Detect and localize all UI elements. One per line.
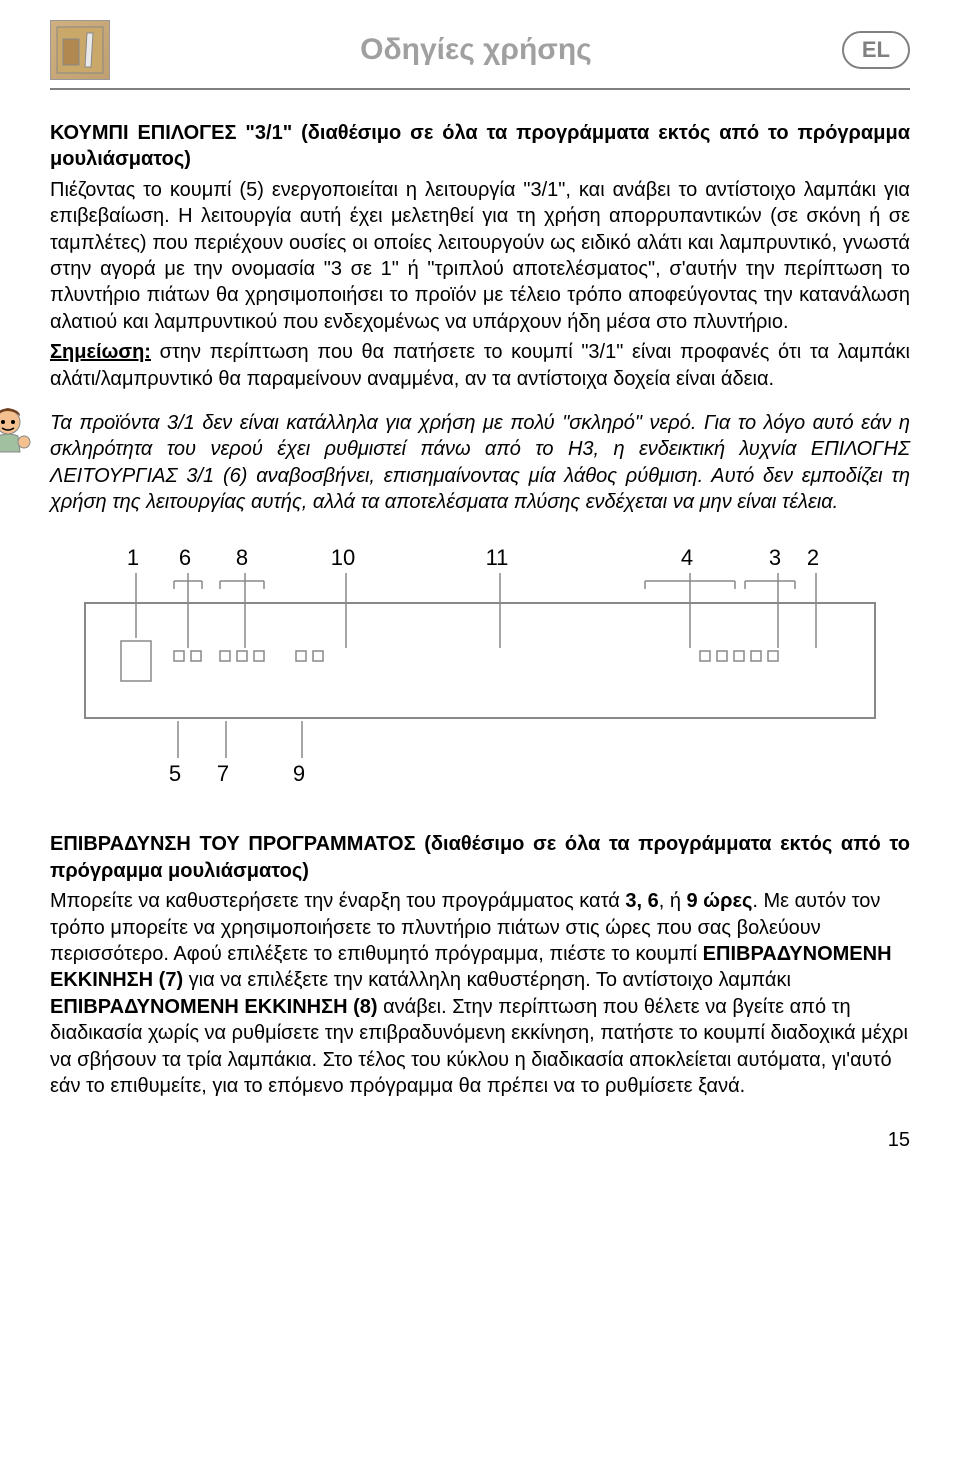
- svg-text:3: 3: [769, 545, 781, 570]
- page-header: Οδηγίες χρήσης EL: [50, 20, 910, 90]
- language-badge: EL: [842, 31, 910, 69]
- svg-text:1: 1: [127, 545, 139, 570]
- control-panel-diagram: 1 6 8 10 11 4 3 2 5 7 9: [50, 543, 910, 803]
- section1-para1: Πιέζοντας το κουμπί (5) ενεργοποιείται η…: [50, 177, 910, 335]
- svg-text:11: 11: [486, 545, 509, 570]
- tip-character-icon: [0, 402, 36, 458]
- section2-title: ΕΠΙΒΡΑΔΥΝΣΗ ΤΟΥ ΠΡΟΓΡΑΜΜΑΤΟΣ (διαθέσιμο …: [50, 831, 910, 884]
- page-title: Οδηγίες χρήσης: [110, 33, 842, 67]
- svg-text:4: 4: [681, 545, 693, 570]
- svg-text:6: 6: [179, 545, 191, 570]
- section2-para: Μπορείτε να καθυστερήσετε την έναρξη του…: [50, 888, 910, 1099]
- header-logo-icon: [50, 20, 110, 80]
- svg-text:5: 5: [169, 761, 181, 786]
- page-number: 15: [50, 1129, 910, 1152]
- svg-text:9: 9: [293, 761, 305, 786]
- section1-note: Σημείωση: στην περίπτωση που θα πατήσετε…: [50, 339, 910, 392]
- svg-text:2: 2: [807, 545, 819, 570]
- svg-text:7: 7: [217, 761, 229, 786]
- section1-title: ΚΟΥΜΠΙ ΕΠΙΛΟΓΕΣ "3/1" (διαθέσιμο σε όλα …: [50, 120, 910, 173]
- italic-tip-block: Τα προϊόντα 3/1 δεν είναι κατάλληλα για …: [50, 410, 910, 516]
- svg-text:8: 8: [236, 545, 248, 570]
- svg-text:10: 10: [331, 545, 355, 570]
